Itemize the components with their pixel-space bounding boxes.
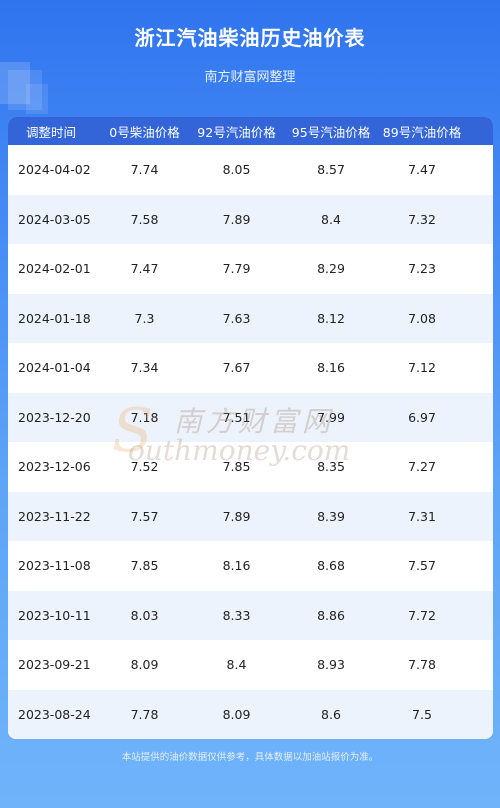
cell-date: 2023-11-22 — [18, 508, 91, 524]
cell-gasoline-92: 8.4 — [226, 657, 247, 673]
cell-gasoline-95: 8.6 — [321, 706, 341, 722]
cell-diesel-0: 7.58 — [130, 211, 159, 227]
cell-date: 2023-11-08 — [18, 558, 91, 574]
cell-gasoline-89: 7.08 — [408, 310, 436, 326]
cell-date: 2024-02-01 — [18, 261, 91, 277]
table-row: 2023-12-20 7.18 7.51 7.99 6.97 — [8, 392, 493, 442]
cell-gasoline-95: 8.35 — [317, 459, 345, 475]
cell-date: 2023-12-06 — [18, 459, 91, 475]
cell-diesel-0: 7.57 — [130, 508, 159, 524]
cell-diesel-0: 7.74 — [130, 162, 159, 178]
cell-gasoline-95: 8.12 — [317, 310, 345, 326]
cell-gasoline-89: 7.47 — [408, 162, 436, 178]
table-row: 2023-10-11 8.03 8.33 8.86 7.72 — [8, 590, 493, 640]
table-header-row: 调整时间 0号柴油价格 92号汽油价格 95号汽油价格 89号汽油价格 — [8, 117, 493, 145]
cell-gasoline-89: 7.78 — [408, 657, 436, 673]
cell-gasoline-89: 7.12 — [408, 360, 436, 376]
cell-gasoline-89: 7.23 — [408, 261, 436, 277]
table-row: 2023-08-24 7.78 8.09 8.6 7.5 — [8, 689, 493, 739]
cell-gasoline-89: 7.32 — [408, 211, 436, 227]
table-row: 2024-04-02 7.74 8.05 8.57 7.47 — [8, 145, 493, 195]
cell-diesel-0: 8.03 — [130, 607, 159, 623]
cell-gasoline-95: 8.86 — [317, 607, 345, 623]
table-row: 2024-03-05 7.58 7.89 8.4 7.32 — [8, 194, 493, 244]
footer-disclaimer: 本站提供的油价数据仅供参考，具体数据以加油站报价为准。 — [121, 752, 379, 763]
cell-gasoline-92: 8.05 — [222, 162, 251, 178]
cell-gasoline-95: 8.29 — [317, 261, 345, 277]
column-header-gasoline-89: 89号汽油价格 — [382, 124, 462, 140]
cell-gasoline-89: 7.27 — [408, 459, 436, 475]
cell-date: 2023-08-24 — [18, 706, 91, 722]
cell-gasoline-92: 8.33 — [222, 607, 251, 623]
table-row: 2023-12-06 7.52 7.85 8.35 7.27 — [8, 442, 493, 492]
cell-date: 2024-01-18 — [18, 310, 91, 326]
cell-diesel-0: 7.52 — [130, 459, 159, 475]
page-title: 浙江汽油柴油历史油价表 — [134, 26, 366, 50]
cell-date: 2023-12-20 — [18, 409, 91, 425]
table-row: 2023-09-21 8.09 8.4 8.93 7.78 — [8, 640, 493, 690]
cell-gasoline-92: 7.85 — [222, 459, 251, 475]
table-row: 2024-01-04 7.34 7.67 8.16 7.12 — [8, 343, 493, 393]
cell-date: 2024-04-02 — [18, 162, 91, 178]
cell-gasoline-89: 7.72 — [408, 607, 436, 623]
cell-gasoline-92: 8.09 — [222, 706, 251, 722]
cell-diesel-0: 7.85 — [130, 558, 159, 574]
cell-gasoline-92: 7.79 — [222, 261, 251, 277]
column-header-date: 调整时间 — [26, 124, 77, 140]
cell-gasoline-92: 7.63 — [222, 310, 251, 326]
cell-gasoline-95: 8.57 — [317, 162, 345, 178]
table-row: 2023-11-22 7.57 7.89 8.39 7.31 — [8, 491, 493, 541]
column-header-gasoline-92: 92号汽油价格 — [197, 124, 276, 140]
cell-gasoline-89: 7.57 — [408, 558, 436, 574]
cell-gasoline-89: 6.97 — [408, 409, 436, 425]
table-row: 2024-01-18 7.3 7.63 8.12 7.08 — [8, 293, 493, 343]
cell-diesel-0: 8.09 — [130, 657, 159, 673]
page-subtitle: 南方财富网整理 — [204, 70, 296, 85]
cell-gasoline-95: 8.4 — [321, 211, 341, 227]
cell-gasoline-92: 7.89 — [222, 508, 251, 524]
table-row: 2023-11-08 7.85 8.16 8.68 7.57 — [8, 541, 493, 591]
cell-gasoline-92: 7.89 — [222, 211, 251, 227]
cell-diesel-0: 7.78 — [130, 706, 159, 722]
cell-gasoline-95: 8.93 — [317, 657, 345, 673]
cell-diesel-0: 7.47 — [130, 261, 159, 277]
table-body: 2024-04-02 7.74 8.05 8.57 7.47 2024-03-0… — [8, 145, 493, 739]
cell-gasoline-95: 8.16 — [317, 360, 345, 376]
header-decoration-graphic — [0, 62, 48, 114]
cell-diesel-0: 7.34 — [130, 360, 159, 376]
cell-gasoline-92: 7.51 — [222, 409, 251, 425]
cell-gasoline-95: 7.99 — [317, 409, 345, 425]
cell-gasoline-89: 7.5 — [412, 706, 432, 722]
cell-date: 2024-03-05 — [18, 211, 91, 227]
page-header: 浙江汽油柴油历史油价表 南方财富网整理 — [0, 0, 500, 118]
cell-gasoline-95: 8.68 — [317, 558, 345, 574]
cell-gasoline-89: 7.31 — [408, 508, 436, 524]
cell-date: 2023-09-21 — [18, 657, 91, 673]
price-table-card: 调整时间 0号柴油价格 92号汽油价格 95号汽油价格 89号汽油价格 2024… — [8, 117, 493, 739]
column-header-gasoline-95: 95号汽油价格 — [291, 124, 371, 140]
cell-diesel-0: 7.18 — [130, 409, 159, 425]
cell-diesel-0: 7.3 — [134, 310, 155, 326]
column-header-diesel-0: 0号柴油价格 — [109, 124, 180, 140]
cell-date: 2023-10-11 — [18, 607, 91, 623]
cell-gasoline-92: 7.67 — [222, 360, 251, 376]
cell-date: 2024-01-04 — [18, 360, 91, 376]
cell-gasoline-92: 8.16 — [222, 558, 251, 574]
cell-gasoline-95: 8.39 — [317, 508, 345, 524]
table-row: 2024-02-01 7.47 7.79 8.29 7.23 — [8, 244, 493, 294]
